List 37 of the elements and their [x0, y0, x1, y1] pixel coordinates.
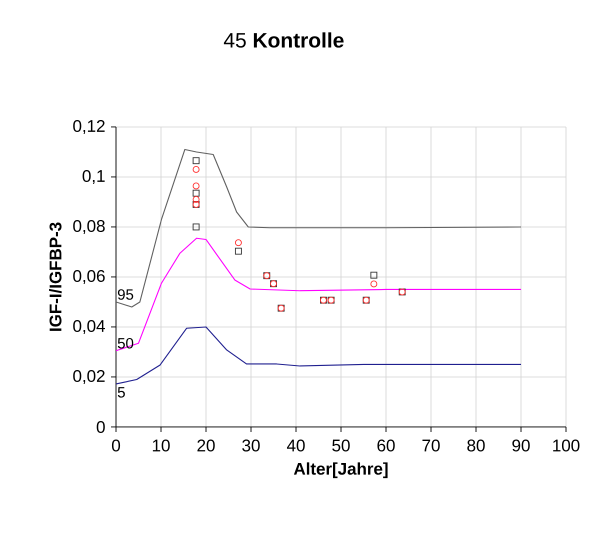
point — [192, 182, 200, 190]
x-axis-title: Alter[Jahre] — [294, 462, 388, 478]
x-tick-label: 90 — [512, 440, 530, 452]
line-series — [116, 148, 522, 308]
point — [192, 196, 200, 203]
x-tick-label: 60 — [377, 440, 395, 452]
y-tick-label: 0,02 — [73, 370, 105, 384]
point — [370, 280, 378, 288]
point — [192, 190, 200, 197]
y-tick-label: 0 — [96, 420, 105, 433]
x-tick-label: 100 — [553, 440, 580, 452]
point — [370, 272, 378, 279]
y-tick-label: 0,12 — [73, 120, 105, 134]
annotation: 95 — [118, 289, 134, 300]
y-axis-title: IGF-I/IGFBP-3 — [49, 222, 62, 331]
x-tick-label: 0 — [112, 440, 120, 452]
x-tick-label: 70 — [422, 440, 440, 452]
y-tick-label: 0,1 — [82, 170, 105, 184]
point — [192, 166, 200, 173]
y-tick-label: 0,04 — [73, 320, 105, 334]
chart-title: 45 Kontrolle — [224, 32, 344, 48]
point — [234, 248, 242, 255]
x-tick-label: 40 — [286, 440, 305, 452]
x-tick-label: 50 — [332, 440, 350, 452]
point — [192, 224, 200, 230]
x-tick-label: 80 — [467, 440, 485, 452]
line-series — [116, 238, 522, 352]
line-series — [116, 326, 522, 385]
x-tick-label: 30 — [242, 440, 260, 452]
point — [192, 157, 200, 164]
point — [234, 239, 242, 246]
annotation: 50 — [118, 338, 134, 349]
x-tick-label: 20 — [197, 440, 215, 452]
y-tick-label: 0,08 — [73, 220, 105, 234]
annotation: 5 — [118, 387, 125, 398]
y-tick-label: 0,06 — [73, 270, 105, 284]
x-tick-label: 10 — [152, 440, 170, 452]
